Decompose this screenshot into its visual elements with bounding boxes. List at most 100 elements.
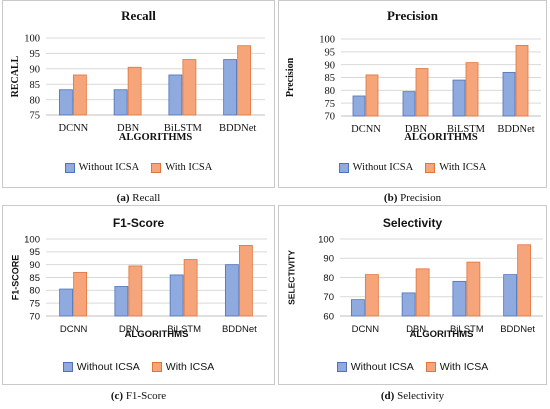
- x-tick-label: DBN: [405, 124, 428, 135]
- caption-letter: (c): [110, 390, 124, 402]
- legend-label: With ICSA: [439, 162, 487, 173]
- chart-panel-f1-score: F1-Score 70 75 80 85 90 95 100 DCNN DBN BiLSTM BDDN…: [2, 205, 275, 404]
- chart-legend: Without ICSA With ICSA: [2, 162, 275, 173]
- y-axis-label: F1-SCORE: [11, 255, 21, 301]
- chart-legend: Without ICSA With ICSA: [278, 361, 547, 373]
- y-tick-label: 70: [323, 292, 334, 303]
- legend-swatch: [151, 362, 162, 372]
- bar-with-icsa-dbn: [415, 68, 429, 117]
- bar-with-icsa-bilstm: [182, 59, 197, 116]
- bar-with-icsa-bddnet: [517, 244, 532, 317]
- bar-with-icsa-bilstm: [183, 259, 198, 317]
- chart-title: F1-Score: [112, 216, 165, 230]
- x-tick-label: BDDNet: [219, 123, 256, 134]
- bar-with-icsa-dbn: [415, 268, 430, 317]
- figure-caption: (c) F1-Score: [2, 390, 275, 402]
- chart-panel-selectivity: Selectivity 60 70 80 90 100 DCNN DBN BiLSTM BDDNe…: [278, 205, 547, 404]
- chart-svg: 60 70 80 90 100 DCNN DBN BiLSTM BDDNet SELECTIVIT…: [286, 234, 543, 340]
- chart-title: Selectivity: [382, 216, 443, 230]
- legend-label: With ICSA: [165, 361, 215, 373]
- y-tick-label: 85: [325, 73, 336, 84]
- caption-text: Selectivity: [397, 390, 445, 402]
- x-tick-label: BiLSTM: [167, 324, 201, 335]
- bar-without-icsa-dcnn: [350, 299, 365, 317]
- bar-without-icsa-bddnet: [502, 71, 516, 117]
- legend-item-without-icsa: Without ICSA: [338, 162, 414, 173]
- y-tick-label: 90: [30, 64, 41, 75]
- bar-with-icsa-dcnn: [72, 74, 87, 116]
- y-tick-label: 75: [30, 111, 41, 122]
- y-axis-label: SELECTIVITY: [286, 250, 296, 305]
- legend-label: With ICSA: [165, 162, 213, 173]
- legend-item-without-icsa: Without ICSA: [62, 361, 140, 373]
- x-tick-label: DCNN: [58, 123, 88, 134]
- legend-swatch: [64, 162, 75, 173]
- legend-label: Without ICSA: [352, 162, 414, 173]
- caption-text: Precision: [400, 192, 442, 204]
- legend-label: Without ICSA: [350, 361, 414, 373]
- legend-swatch: [338, 162, 349, 173]
- bar-with-icsa-dcnn: [73, 271, 88, 317]
- chart-title: Precision: [386, 8, 439, 23]
- y-tick-label: 90: [325, 60, 336, 71]
- bar-without-icsa-dbn: [114, 286, 129, 317]
- x-tick-label: DBN: [117, 123, 140, 134]
- y-tick-label: 100: [24, 234, 40, 245]
- y-tick-label: 100: [319, 35, 335, 46]
- chart-panel-recall: Recall 75 80 85 90 95 100 DCNN DBN BiLSTM BDDNet RE…: [2, 0, 275, 206]
- bar-without-icsa-dcnn: [59, 288, 74, 317]
- caption-letter: (a): [116, 192, 130, 204]
- y-tick-label: 80: [325, 86, 336, 97]
- legend-item-without-icsa: Without ICSA: [336, 361, 414, 373]
- bar-without-icsa-bilstm: [452, 280, 467, 317]
- legend-swatch: [62, 362, 73, 372]
- y-tick-label: 75: [325, 99, 336, 110]
- y-tick-label: 80: [323, 273, 334, 284]
- bar-with-icsa-bilstm: [465, 62, 479, 117]
- bar-with-icsa-bddnet: [515, 45, 529, 117]
- y-tick-label: 75: [29, 298, 40, 309]
- legend-label: Without ICSA: [76, 361, 140, 373]
- y-axis-label: Precision: [285, 57, 296, 97]
- figure-caption: (b) Precision: [278, 192, 547, 204]
- bar-with-icsa-dbn: [128, 265, 143, 317]
- chart-frame: [278, 0, 547, 188]
- bar-without-icsa-bilstm: [452, 79, 466, 117]
- y-tick-label: 70: [29, 311, 40, 322]
- y-tick-label: 60: [323, 311, 334, 322]
- legend-swatch: [336, 362, 347, 372]
- y-tick-label: 95: [325, 48, 336, 59]
- bar-without-icsa-dcnn: [58, 89, 73, 116]
- caption-letter: (b): [383, 192, 398, 204]
- x-tick-label: BDDNet: [497, 124, 534, 135]
- x-tick-label: BDDNet: [222, 324, 257, 335]
- legend-item-with-icsa: With ICSA: [425, 361, 489, 373]
- x-tick-label: DCNN: [352, 324, 380, 335]
- legend-label: With ICSA: [439, 361, 489, 373]
- caption-text: F1-Score: [125, 390, 167, 402]
- y-tick-label: 100: [24, 34, 40, 45]
- y-axis-label: RECALL: [10, 55, 21, 97]
- legend-swatch: [425, 162, 436, 173]
- y-tick-label: 85: [30, 80, 41, 91]
- legend-item-without-icsa: Without ICSA: [64, 162, 140, 173]
- chart-title: Recall: [121, 8, 156, 23]
- bar-without-icsa-bilstm: [168, 74, 183, 116]
- y-tick-label: 80: [30, 95, 41, 106]
- y-tick-label: 90: [323, 254, 334, 265]
- x-axis-label: ALGORITHMS: [125, 329, 189, 340]
- bar-without-icsa-dbn: [402, 91, 416, 117]
- y-tick-label: 80: [29, 286, 40, 297]
- legend-label: Without ICSA: [78, 162, 140, 173]
- bar-without-icsa-dbn: [113, 89, 128, 116]
- bar-without-icsa-dbn: [401, 292, 416, 317]
- chart-panel-precision: Precision 70 75 80 85 90 95 100 DCNN DBN BiLSTM BDD…: [278, 0, 547, 206]
- bar-with-icsa-bilstm: [466, 261, 481, 317]
- legend-item-with-icsa: With ICSA: [151, 361, 215, 373]
- bar-with-icsa-bddnet: [237, 45, 252, 116]
- legend-swatch: [425, 362, 436, 372]
- y-tick-label: 100: [318, 234, 334, 245]
- figure-caption: (d) Selectivity: [278, 390, 547, 402]
